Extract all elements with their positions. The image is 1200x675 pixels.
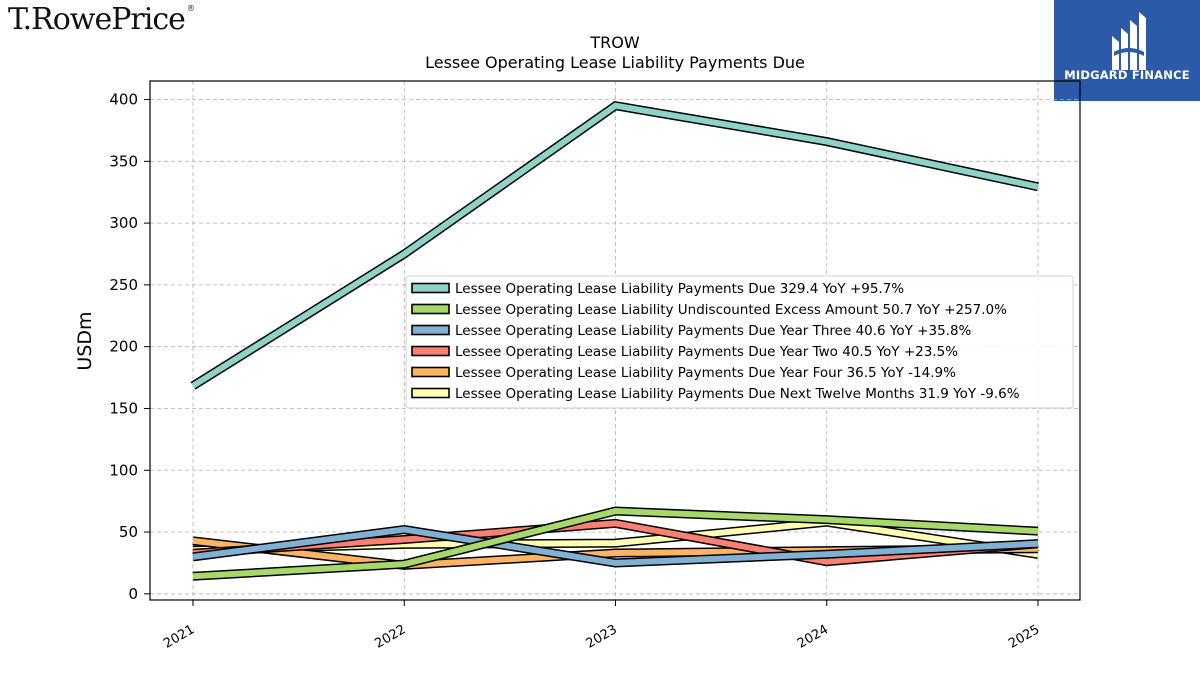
series-line [190, 100, 1039, 390]
company-logo: T.RowePrice ® [8, 2, 195, 37]
legend-label: Lessee Operating Lease Liability Payment… [455, 323, 972, 339]
series-layer [190, 100, 1039, 581]
legend: Lessee Operating Lease Liability Payment… [405, 275, 1074, 409]
series-line [192, 506, 1039, 581]
legend-label: Lessee Operating Lease Liability Payment… [455, 281, 904, 297]
y-tick-label: 350 [109, 152, 138, 170]
y-tick-label: 100 [109, 461, 138, 479]
x-tick-label: 2021 [161, 622, 197, 652]
series-line [192, 518, 1039, 567]
x-tick-label: 2024 [795, 622, 831, 652]
legend-label: Lessee Operating Lease Liability Payment… [455, 386, 1020, 402]
legend-swatch [411, 282, 450, 294]
legend-swatch [411, 324, 450, 336]
brand-logo: MIDGARD FINANCE [1054, 0, 1200, 101]
legend-label: Lessee Operating Lease Liability Payment… [455, 365, 956, 381]
y-tick-label: 50 [119, 523, 138, 541]
y-axis-label: USDm [74, 311, 96, 370]
x-tick-label: 2022 [372, 622, 408, 652]
series-line [192, 525, 1039, 568]
legend-item: Lessee Operating Lease Liability Payment… [411, 386, 1020, 402]
brand-name: MIDGARD FINANCE [1064, 68, 1190, 82]
legend-box [405, 275, 1074, 409]
y-tick-label: 200 [109, 338, 138, 356]
chart-subtitle: Lessee Operating Lease Liability Payment… [425, 53, 805, 72]
legend-swatch [411, 387, 450, 399]
y-tick-label: 400 [109, 91, 138, 109]
y-tick-label: 150 [109, 399, 138, 417]
legend-swatch [411, 366, 450, 378]
legend-item: Lessee Operating Lease Liability Payment… [411, 344, 958, 360]
legend-item: Lessee Operating Lease Liability Payment… [411, 323, 972, 339]
chart-title: TROW [589, 33, 639, 52]
x-tick-label: 2023 [584, 622, 620, 652]
legend-item: Lessee Operating Lease Liability Payment… [411, 365, 956, 381]
y-tick-label: 0 [128, 585, 138, 603]
legend-swatch [411, 303, 450, 315]
legend-item: Lessee Operating Lease Liability Undisco… [411, 302, 1007, 318]
legend-label: Lessee Operating Lease Liability Undisco… [455, 302, 1007, 318]
midgard-logo-icon [1112, 12, 1146, 70]
y-tick-label: 250 [109, 276, 138, 294]
x-tick-label: 2025 [1006, 622, 1042, 652]
legend-item: Lessee Operating Lease Liability Payment… [411, 281, 904, 297]
y-tick-label: 300 [109, 214, 138, 232]
legend-label: Lessee Operating Lease Liability Payment… [455, 344, 958, 360]
legend-swatch [411, 345, 450, 357]
